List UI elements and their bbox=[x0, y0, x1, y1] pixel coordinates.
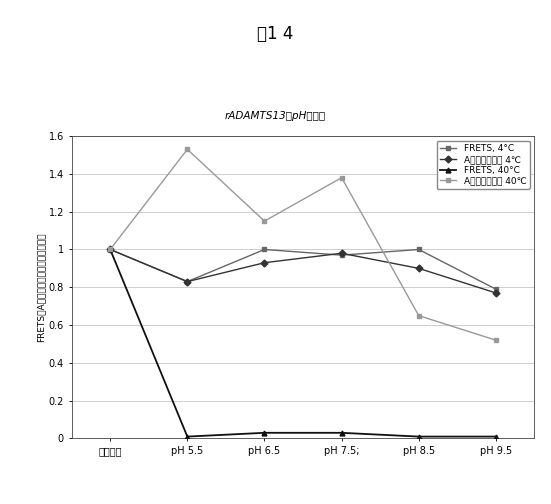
Line: A－１３活度、 4℃: A－１３活度、 4℃ bbox=[108, 247, 498, 295]
FRETS, 4°C bbox=[493, 286, 499, 292]
A－１３活度、 40℃ bbox=[184, 146, 191, 152]
FRETS, 40°C bbox=[184, 433, 191, 439]
Line: A－１３活度、 40℃: A－１３活度、 40℃ bbox=[108, 147, 498, 343]
A－１３活度、 4℃ bbox=[261, 260, 268, 266]
A－１３活度、 4℃ bbox=[184, 279, 191, 285]
Text: 図1 4: 図1 4 bbox=[257, 25, 294, 43]
FRETS, 40°C bbox=[415, 433, 422, 439]
A－１３活度、 40℃ bbox=[107, 246, 114, 253]
Line: FRETS, 40°C: FRETS, 40°C bbox=[108, 247, 498, 439]
FRETS, 4°C bbox=[338, 252, 345, 258]
FRETS, 4°C bbox=[415, 246, 422, 253]
FRETS, 40°C bbox=[338, 430, 345, 436]
FRETS, 4°C bbox=[261, 246, 268, 253]
A－１３活度、 4℃ bbox=[415, 265, 422, 271]
A－１３活度、 40℃ bbox=[415, 312, 422, 319]
A－１３活度、 40℃ bbox=[261, 218, 268, 224]
A－１３活度、 40℃ bbox=[338, 175, 345, 181]
Legend: FRETS, 4°C, A－１３活度、 4℃, FRETS, 40°C, A－１３活度、 40℃: FRETS, 4°C, A－１３活度、 4℃, FRETS, 40°C, A－１… bbox=[436, 141, 530, 189]
A－１３活度、 40℃ bbox=[493, 337, 499, 343]
A－１３活度、 4℃ bbox=[338, 250, 345, 256]
A－１３活度、 4℃ bbox=[107, 246, 114, 253]
FRETS, 4°C bbox=[107, 246, 114, 253]
FRETS, 4°C bbox=[184, 279, 191, 285]
FRETS, 40°C bbox=[107, 246, 114, 253]
FRETS, 40°C bbox=[261, 430, 268, 436]
Text: rADAMTS13のpH安定性: rADAMTS13のpH安定性 bbox=[225, 111, 326, 121]
Y-axis label: FRETS、A－１３活度（開始物質の％）: FRETS、A－１３活度（開始物質の％） bbox=[37, 232, 46, 342]
Line: FRETS, 4°C: FRETS, 4°C bbox=[108, 247, 498, 292]
A－１３活度、 4℃ bbox=[493, 290, 499, 296]
FRETS, 40°C bbox=[493, 433, 499, 439]
